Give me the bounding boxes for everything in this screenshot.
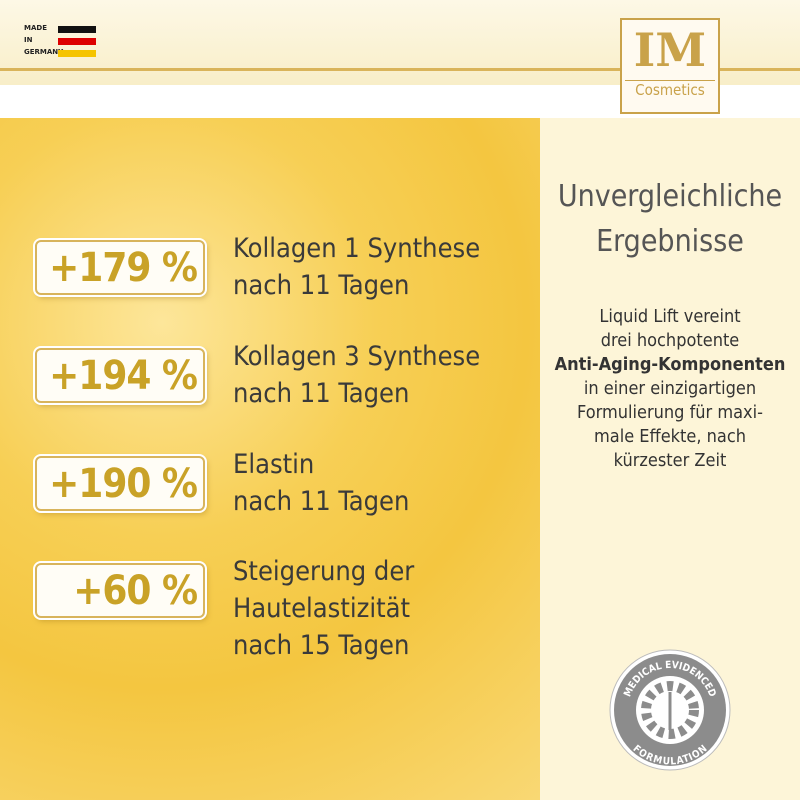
result-line: Elastin [233,449,315,480]
text-line: drei hochpotente [600,330,740,351]
badge-gear [641,681,699,739]
logo: IM Cosmetics [620,18,720,114]
text-line: kürzester Zeit [613,450,727,471]
result-line: Steigerung der [233,556,415,587]
result-line: Hautelastizität [233,593,411,624]
badge: MEDICAL EVIDENCED FORMULATION [609,649,731,771]
flag-stripe [58,26,96,33]
result-line: nach 11 Tagen [233,486,410,517]
result-value: +60 % [35,563,205,618]
text-line: Liquid Lift vereint [599,306,741,327]
result-text: Kollagen 3 Synthese nach 11 Tagen [233,338,480,412]
flag-stripe [58,38,96,45]
text-line: male Effekte, nach [594,426,746,447]
result-text: Steigerung der Hautelastizität nach 15 Tag… [233,553,414,664]
text-line: Anti-Aging-Komponenten [554,354,786,375]
heading-line: Unvergleichliche [557,179,783,214]
made-in: MADE [24,24,47,32]
heading-line: Ergebnisse [596,224,744,259]
header-line [0,68,800,71]
made-in: GERMANY [24,48,64,56]
side-heading: Unvergleichliche Ergebnisse [540,174,800,264]
logo-brand: Cosmetics [625,80,715,99]
result-line: nach 11 Tagen [233,378,410,409]
result-value: +190 % [35,456,205,511]
logo-mark: IM [633,23,707,77]
result-line: Kollagen 1 Synthese [233,233,481,264]
flag-stripe [58,50,96,57]
text-line: in einer einzigartigen [583,378,757,399]
result-text: Elastin nach 11 Tagen [233,446,409,520]
side-text: Liquid Lift vereint drei hochpotente Anti-… [540,305,800,473]
result-line: Kollagen 3 Synthese [233,341,481,372]
text-line: Formulierung für maxi- [577,402,763,423]
result-value: +179 % [35,240,205,295]
result-text: Kollagen 1 Synthese nach 11 Tagen [233,230,480,304]
made-in: IN [24,36,33,44]
result-value: +194 % [35,348,205,403]
result-line: nach 15 Tagen [233,630,410,661]
result-line: nach 11 Tagen [233,270,410,301]
